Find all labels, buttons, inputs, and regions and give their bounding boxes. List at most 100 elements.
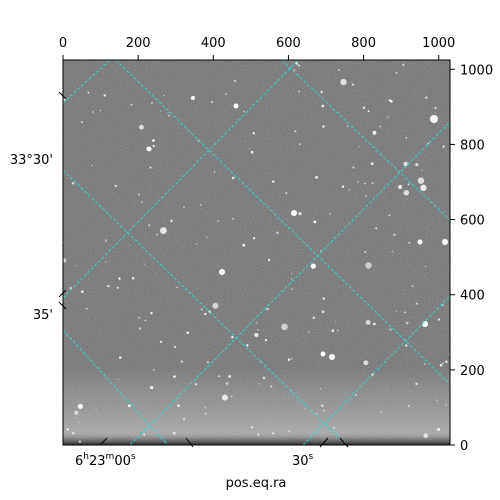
top-tick-label: 400 <box>201 36 226 51</box>
star <box>363 360 369 366</box>
right-tick-label: 200 <box>460 364 485 379</box>
star <box>354 394 357 396</box>
ra-tick <box>185 437 194 448</box>
star <box>105 240 107 242</box>
star <box>293 69 296 71</box>
star <box>262 376 266 380</box>
star <box>225 382 229 385</box>
star <box>74 410 79 415</box>
star <box>298 211 302 216</box>
dec-tick <box>58 91 67 100</box>
star <box>322 297 325 300</box>
top-tick-label: 800 <box>351 36 376 51</box>
star <box>254 332 259 338</box>
star <box>143 433 146 436</box>
star <box>78 440 82 443</box>
star <box>152 368 155 371</box>
star <box>78 421 80 423</box>
star <box>393 233 396 236</box>
star <box>370 162 374 165</box>
star <box>294 130 297 133</box>
star <box>388 214 391 217</box>
grid-line <box>129 121 450 445</box>
star <box>99 109 102 111</box>
star <box>213 171 216 173</box>
star <box>287 358 291 361</box>
star <box>329 213 332 215</box>
right-tick-label: 600 <box>460 214 485 229</box>
star <box>408 241 411 244</box>
star <box>371 373 374 376</box>
star <box>337 69 340 71</box>
star <box>176 286 178 288</box>
star <box>105 239 107 241</box>
star <box>365 319 371 325</box>
bright-star <box>233 103 239 109</box>
star <box>365 262 372 269</box>
ra-tick <box>99 437 108 446</box>
star <box>63 242 65 244</box>
star <box>297 64 300 67</box>
star <box>204 312 207 316</box>
star <box>75 265 77 267</box>
grid-line <box>63 329 169 445</box>
star <box>180 360 183 363</box>
star <box>304 408 306 410</box>
star <box>270 385 273 388</box>
star <box>252 237 256 240</box>
star <box>91 165 93 167</box>
star <box>333 426 335 429</box>
star <box>288 430 290 433</box>
star <box>316 412 318 415</box>
star <box>217 220 219 222</box>
star <box>365 195 367 197</box>
star <box>177 404 180 408</box>
star <box>375 227 378 230</box>
star <box>218 375 221 378</box>
star <box>231 335 234 339</box>
bright-star <box>329 354 335 360</box>
star <box>337 329 339 332</box>
star <box>250 150 254 154</box>
star <box>234 80 236 82</box>
star <box>77 403 83 409</box>
star <box>114 184 117 187</box>
star <box>391 250 394 253</box>
star <box>298 90 300 93</box>
star <box>243 110 245 113</box>
star <box>246 344 249 347</box>
star <box>71 182 75 185</box>
star <box>148 224 150 227</box>
star <box>212 302 219 309</box>
star <box>206 236 208 238</box>
star <box>149 385 154 390</box>
star <box>228 375 231 378</box>
star <box>442 362 444 365</box>
bright-star <box>442 239 448 245</box>
star <box>131 277 135 280</box>
star <box>221 394 228 401</box>
star <box>130 104 133 106</box>
star <box>143 263 145 265</box>
star <box>415 302 418 305</box>
star <box>415 163 419 167</box>
ra-label-30s: 30s <box>292 452 314 469</box>
star <box>159 227 167 234</box>
star <box>159 110 161 112</box>
star <box>319 388 321 390</box>
dec-label-35: 35' <box>33 308 53 323</box>
star <box>298 143 301 145</box>
star <box>312 316 316 320</box>
star <box>308 331 310 333</box>
star <box>87 91 90 94</box>
star <box>404 311 406 314</box>
star <box>352 166 355 169</box>
star <box>387 116 389 118</box>
star <box>441 304 444 307</box>
star <box>402 63 405 66</box>
star <box>371 182 374 185</box>
star <box>379 125 382 128</box>
star <box>321 404 324 407</box>
star <box>373 322 376 326</box>
